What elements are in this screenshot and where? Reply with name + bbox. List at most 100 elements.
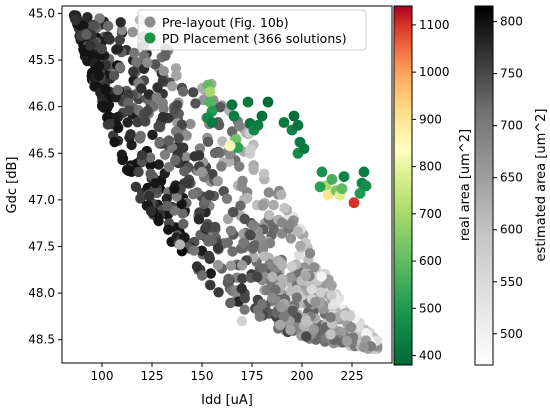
pre-layout-point xyxy=(257,298,268,310)
pd-placement-point xyxy=(360,180,372,192)
pre-layout-point xyxy=(285,219,296,230)
legend-label-pre-layout: Pre-layout (Fig. 10b) xyxy=(162,15,289,30)
pre-layout-point xyxy=(157,111,169,123)
pre-layout-point xyxy=(237,175,248,186)
pre-layout-point xyxy=(216,161,227,172)
pre-layout-point xyxy=(310,296,321,308)
colorbar-tick-label: 1100 xyxy=(419,18,450,32)
pre-layout-point xyxy=(206,235,218,246)
pre-layout-point xyxy=(276,189,287,200)
pd-placement-point xyxy=(252,119,264,131)
pre-layout-point xyxy=(270,284,281,296)
pre-layout-point xyxy=(267,271,278,283)
colorbar-tick-label: 700 xyxy=(500,119,523,133)
pre-layout-point xyxy=(242,192,253,204)
pd-placement-point xyxy=(358,166,370,178)
pre-layout-point xyxy=(306,284,317,295)
pre-layout-point xyxy=(225,260,237,271)
pre-layout-point xyxy=(263,187,274,198)
pre-layout-point xyxy=(94,13,105,24)
pre-layout-point xyxy=(126,139,137,151)
pre-layout-point xyxy=(326,290,337,301)
pre-layout-point xyxy=(236,283,247,294)
pre-layout-point xyxy=(191,261,203,272)
pre-layout-point xyxy=(145,168,156,179)
pre-layout-point xyxy=(114,34,126,46)
legend-marker-pd-placement xyxy=(144,32,156,44)
pre-layout-point xyxy=(153,159,164,170)
pre-layout-point xyxy=(274,319,286,331)
pre-layout-point xyxy=(245,143,256,154)
pre-layout-point xyxy=(254,311,265,322)
pre-layout-point xyxy=(326,280,337,291)
pd-placement-point xyxy=(228,110,240,122)
pre-layout-point xyxy=(203,250,215,262)
pre-layout-point xyxy=(97,100,109,112)
pre-layout-point xyxy=(169,183,180,194)
pre-layout-point xyxy=(121,164,133,175)
pre-layout-point xyxy=(177,208,188,219)
pre-layout-point xyxy=(213,287,224,298)
y-tick-label: 45.0 xyxy=(28,6,55,20)
pre-layout-point xyxy=(108,70,120,81)
pre-layout-point xyxy=(225,297,236,309)
colorbar-estimated-area-label: estimated area [um^2] xyxy=(534,109,549,262)
pre-layout-point xyxy=(122,117,133,128)
pre-layout-point xyxy=(248,164,259,175)
x-tick-label: 225 xyxy=(341,369,364,383)
pre-layout-point xyxy=(258,168,270,179)
pre-layout-point xyxy=(257,200,269,211)
pre-layout-point xyxy=(300,315,312,326)
colorbar-real-area-ticks: 400 500 600 700 800 900 1000 1100 xyxy=(412,18,450,363)
pre-layout-point xyxy=(123,105,134,116)
pre-layout-point xyxy=(221,193,233,204)
pd-placement-point xyxy=(288,110,300,122)
y-axis: 45.0 45.5 46.0 46.5 47.0 47.5 48.0 48.5 xyxy=(28,6,62,347)
pre-layout-point xyxy=(276,302,287,313)
y-tick-label: 46.5 xyxy=(28,146,55,160)
pre-layout-point xyxy=(109,136,120,148)
pre-layout-point xyxy=(85,40,96,51)
pre-layout-point xyxy=(188,245,200,256)
pre-layout-point xyxy=(157,75,168,87)
pre-layout-point xyxy=(316,271,327,282)
pre-layout-point xyxy=(100,84,111,95)
pre-layout-point xyxy=(179,165,190,177)
pre-layout-point xyxy=(128,66,139,77)
pre-layout-point xyxy=(325,329,336,340)
pre-layout-point xyxy=(171,70,182,81)
pre-layout-point xyxy=(257,263,269,274)
colorbar-tick-label: 400 xyxy=(419,349,442,363)
pre-layout-point xyxy=(163,224,174,235)
pre-layout-point xyxy=(150,178,161,189)
pre-layout-point xyxy=(131,57,142,68)
pre-layout-point xyxy=(159,149,171,160)
pre-layout-point xyxy=(93,60,105,72)
pre-layout-point xyxy=(325,312,336,323)
pre-layout-point xyxy=(278,311,290,322)
pre-layout-point xyxy=(114,62,126,73)
pre-layout-point xyxy=(202,136,214,147)
pre-layout-point xyxy=(123,97,134,109)
colorbar-estimated-area-ticks: 500 550 600 650 700 750 800 xyxy=(493,15,523,341)
pd-placement-point xyxy=(262,96,274,108)
pre-layout-point xyxy=(176,198,187,210)
legend: Pre-layout (Fig. 10b) PD Placement (366 … xyxy=(137,9,367,51)
pd-placement-point xyxy=(298,143,310,155)
pd-placement-point xyxy=(316,166,328,178)
pre-layout-point xyxy=(285,324,296,336)
x-tick-label: 175 xyxy=(241,369,264,383)
pre-layout-point xyxy=(89,20,100,31)
pre-layout-point xyxy=(308,262,320,273)
pre-layout-point xyxy=(130,181,142,192)
colorbar-tick-label: 750 xyxy=(500,67,523,81)
pre-layout-point xyxy=(237,273,248,284)
pre-layout-point xyxy=(245,230,256,241)
pd-placement-point xyxy=(322,189,334,201)
pre-layout-point xyxy=(178,142,189,153)
colorbar-tick-label: 1000 xyxy=(419,65,450,79)
pre-layout-point xyxy=(292,226,304,237)
legend-box xyxy=(137,9,367,51)
pre-layout-point xyxy=(78,20,89,31)
pre-layout-point xyxy=(70,14,81,26)
